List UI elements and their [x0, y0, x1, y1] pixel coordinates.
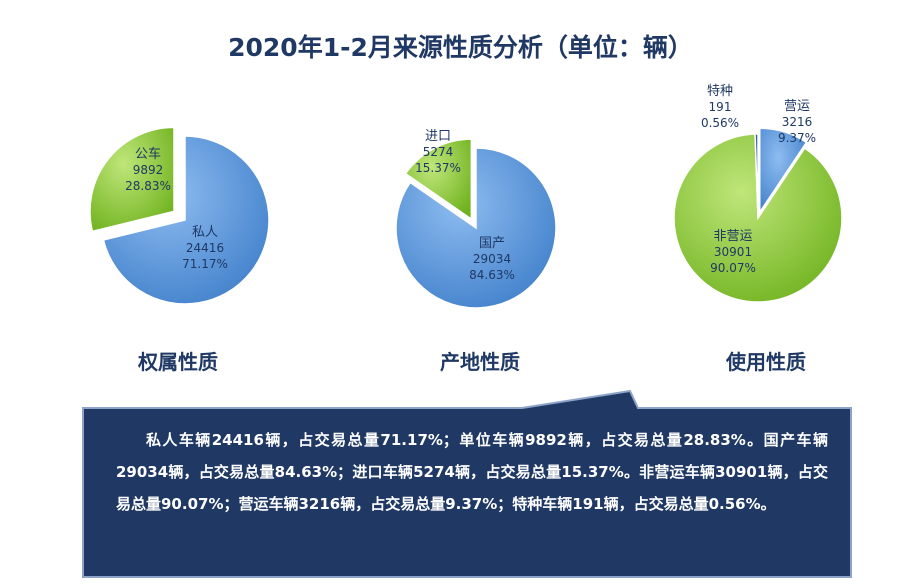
summary-callout: 私人车辆24416辆，占交易总量71.17%；单位车辆9892辆，占交易总量28… [82, 390, 852, 578]
pie-slice-0-1 [89, 126, 175, 233]
pie-label-2-0: 营运 3216 9.37% [778, 99, 816, 145]
pie-slice-1-0 [395, 147, 557, 309]
pie-slice-0-0 [102, 135, 270, 305]
pie-label-0-0: 私人 24416 71.17% [182, 225, 228, 271]
pie-slice-2-1 [673, 133, 843, 303]
pie-slice-2-0 [758, 127, 808, 215]
chart-title: 2020年1-2月来源性质分析（单位：辆） [228, 33, 693, 62]
pie-caption-ownership: 权属性质 [138, 350, 218, 374]
pie-label-0-1: 公车 9892 28.83% [125, 146, 171, 193]
pie-caption-origin: 产地性质 [440, 350, 520, 374]
pie-charts: 私人 24416 71.17%公车 9892 28.83% 国产 29034 84.63% 进口… [89, 84, 843, 309]
pie-label-2-1: 非营运 30901 90.07% [710, 229, 756, 275]
pie-slice-1-1 [404, 138, 473, 221]
summary-text: 私人车辆24416辆，占交易总量71.17%；单位车辆9892辆，占交易总量28… [116, 431, 828, 513]
pie-label-1-1: 进口 5274 15.37% [415, 129, 461, 175]
pie-slice-2-2 [754, 133, 759, 219]
pie-caption-usage: 使用性质 [726, 350, 806, 374]
pie-label-1-0: 国产 29034 84.63% [469, 236, 515, 282]
pie-label-2-2: 特种 191 0.56% [701, 84, 739, 130]
